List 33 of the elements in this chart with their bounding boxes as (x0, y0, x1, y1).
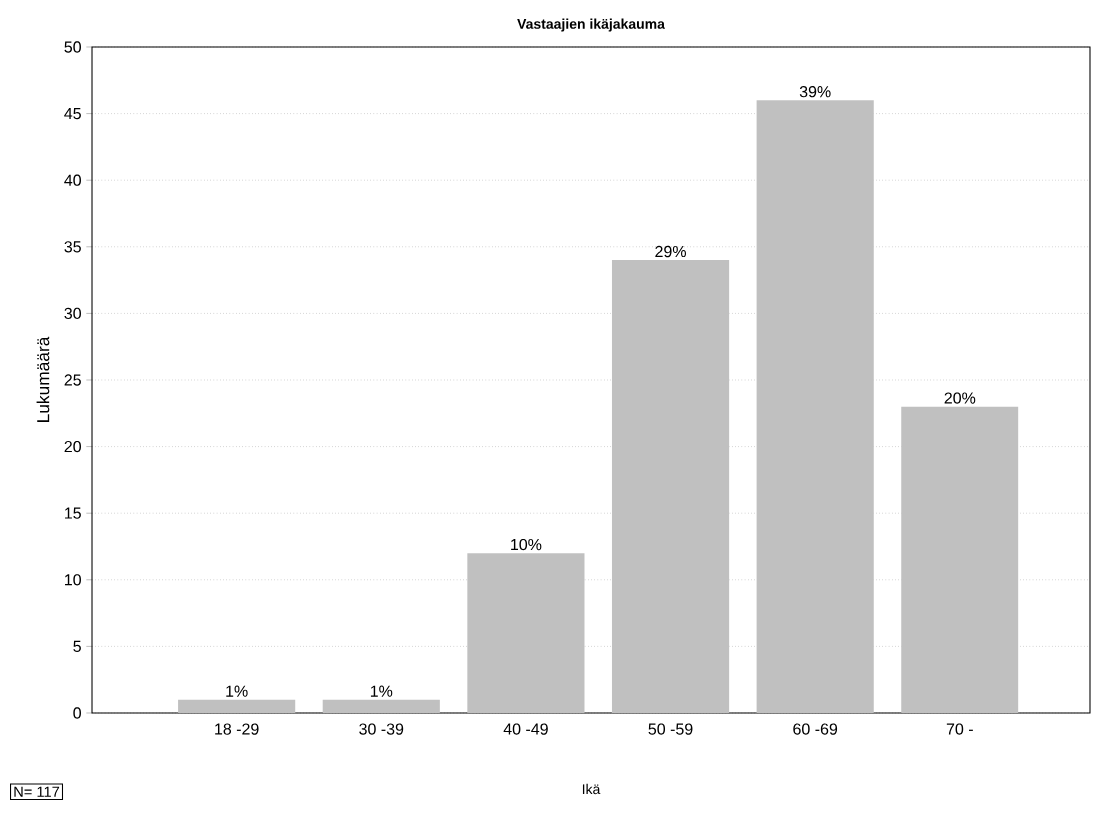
y-tick-label: 10 (65, 574, 81, 586)
x-tick-label: 60 -69 (793, 723, 838, 735)
y-tick-label: 5 (73, 640, 81, 652)
y-tick-label: 15 (65, 507, 81, 519)
annotation: 29% (655, 245, 686, 258)
y-axis-title: Lukumäärä (36, 336, 50, 422)
x-tick-label: 50 -59 (648, 723, 693, 735)
y-tick-label: 30 (64, 307, 81, 320)
bar (611, 260, 730, 713)
y-tick-label: 35 (64, 241, 81, 253)
chart-title: Vastaajien ikäjakauma (517, 18, 665, 32)
bar (322, 699, 440, 713)
x-tick-label: 18 -29 (215, 723, 259, 735)
x-tick-label: 40 -49 (503, 723, 548, 735)
y-tick-label: 40 (64, 174, 81, 186)
y-tick-label: 45 (64, 108, 81, 120)
y-tick-label: 25 (64, 374, 81, 386)
text: N= 117 (14, 786, 60, 797)
x-axis-title: Ikä (582, 783, 601, 795)
annotation: 1% (226, 685, 248, 697)
bar (178, 699, 296, 713)
y-tick-label: 20 (64, 440, 81, 453)
bar (756, 100, 874, 713)
x-tick-label: 30 -39 (359, 723, 404, 735)
bar (467, 553, 585, 713)
y-tick-label: 50 (64, 41, 81, 53)
x-tick-label: 70 - (946, 723, 973, 735)
y-tick-label: 0 (73, 707, 81, 719)
annotation: 20% (944, 392, 976, 404)
annotation: 39% (799, 86, 831, 98)
annotation: 1% (370, 685, 393, 697)
bar (901, 406, 1019, 713)
annotation: 10% (511, 538, 542, 551)
